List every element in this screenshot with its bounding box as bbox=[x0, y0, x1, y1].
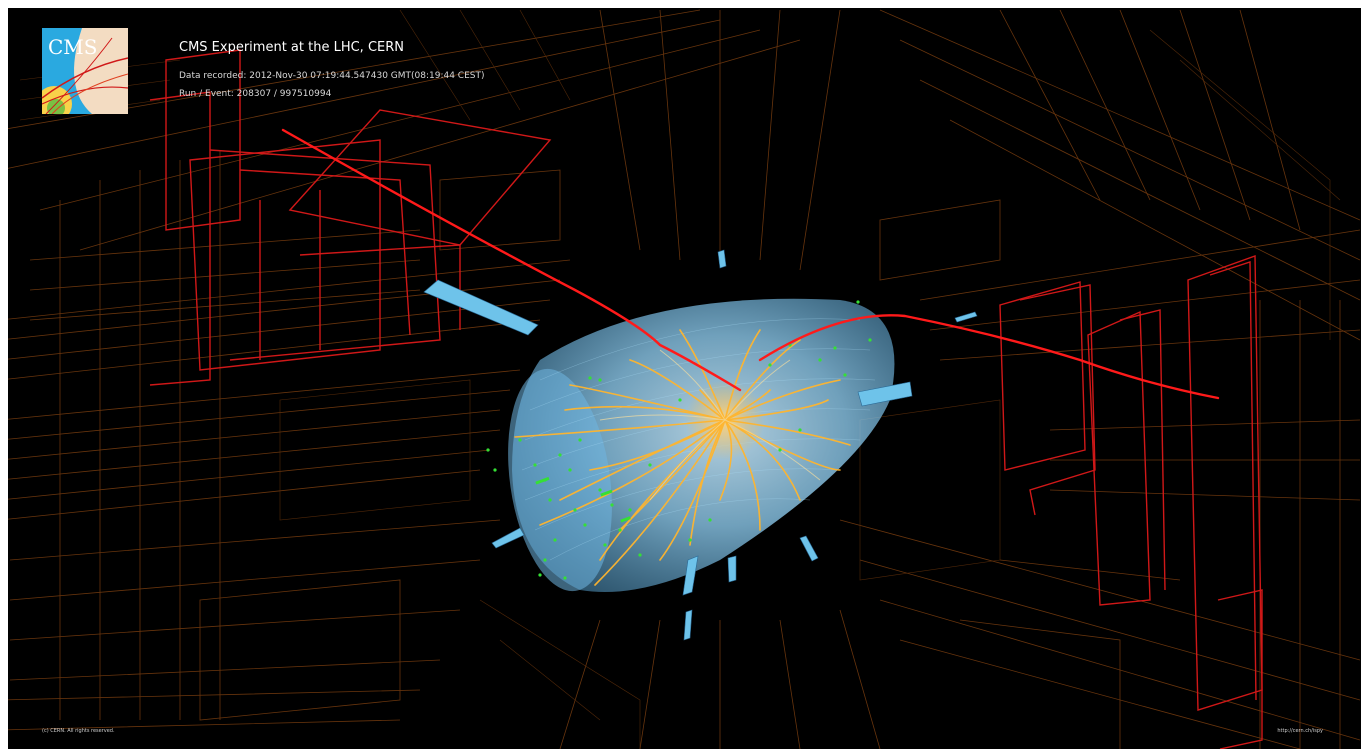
muon-track bbox=[281, 128, 1220, 400]
muon-chambers-right bbox=[999, 255, 1263, 749]
particle-tracks bbox=[514, 329, 851, 586]
ispy-url: http://cern.ch/ispy bbox=[1277, 728, 1323, 734]
cms-logo-icon: CMS bbox=[42, 28, 128, 114]
run-event: Run / Event: 208307 / 997510994 bbox=[179, 89, 332, 99]
cms-logo: CMS bbox=[42, 28, 128, 114]
tracker-hits bbox=[486, 300, 872, 580]
data-recorded: Data recorded: 2012-Nov-30 07:19:44.5474… bbox=[179, 71, 485, 81]
secondary-tracks bbox=[599, 349, 821, 501]
muon-chambers-left bbox=[149, 49, 552, 386]
detector-wireframe bbox=[0, 9, 1361, 749]
cms-logo-text: CMS bbox=[48, 35, 97, 59]
page-title: CMS Experiment at the LHC, CERN bbox=[179, 40, 404, 55]
copyright-text: (c) CERN. All rights reserved. bbox=[42, 728, 115, 734]
calorimeter-towers bbox=[423, 249, 978, 641]
